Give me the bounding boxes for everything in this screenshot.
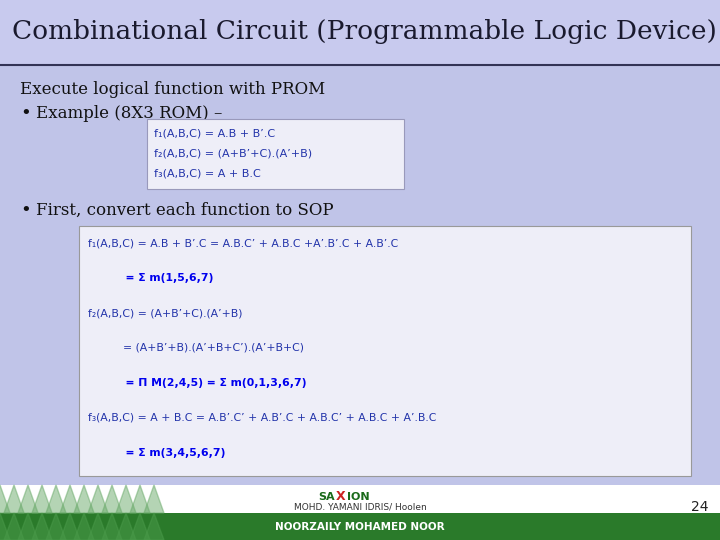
- Text: f₂(A,B,C) = (A+B’+C).(A’+B): f₂(A,B,C) = (A+B’+C).(A’+B): [154, 148, 312, 158]
- Polygon shape: [102, 485, 122, 513]
- Polygon shape: [130, 513, 150, 540]
- Text: •: •: [20, 104, 31, 122]
- Polygon shape: [32, 513, 52, 540]
- Text: f₃(A,B,C) = A + B.C = A.B’.C’ + A.B’.C + A.B.C’ + A.B.C + A’.B.C: f₃(A,B,C) = A + B.C = A.B’.C’ + A.B’.C +…: [88, 413, 436, 423]
- Text: f₃(A,B,C) = A + B.C: f₃(A,B,C) = A + B.C: [154, 168, 261, 178]
- Text: Example (8X3 ROM) –: Example (8X3 ROM) –: [36, 105, 222, 122]
- Polygon shape: [144, 513, 164, 540]
- Text: MOHD. YAMANI IDRIS/ Hoolen: MOHD. YAMANI IDRIS/ Hoolen: [294, 503, 426, 511]
- Text: = Π M(2,4,5) = Σ m(0,1,3,6,7): = Π M(2,4,5) = Σ m(0,1,3,6,7): [88, 378, 307, 388]
- Polygon shape: [144, 485, 164, 513]
- Polygon shape: [130, 485, 150, 513]
- Polygon shape: [74, 485, 94, 513]
- FancyBboxPatch shape: [79, 226, 691, 476]
- Polygon shape: [0, 485, 10, 513]
- Polygon shape: [60, 513, 80, 540]
- Polygon shape: [46, 513, 66, 540]
- FancyBboxPatch shape: [147, 119, 404, 189]
- Bar: [0, 513, 720, 540]
- Polygon shape: [18, 485, 38, 513]
- Text: SA: SA: [318, 492, 335, 502]
- Text: First, convert each function to SOP: First, convert each function to SOP: [36, 201, 333, 219]
- Bar: [0, 485, 720, 513]
- Text: f₁(A,B,C) = A.B + B’.C: f₁(A,B,C) = A.B + B’.C: [154, 128, 275, 138]
- Polygon shape: [74, 513, 94, 540]
- Text: = Σ m(3,4,5,6,7): = Σ m(3,4,5,6,7): [88, 448, 225, 458]
- Text: •: •: [20, 201, 31, 219]
- Polygon shape: [116, 513, 136, 540]
- Polygon shape: [102, 513, 122, 540]
- Polygon shape: [32, 485, 52, 513]
- Polygon shape: [60, 485, 80, 513]
- Text: NOORZAILY MOHAMED NOOR: NOORZAILY MOHAMED NOOR: [275, 522, 445, 532]
- Text: f₂(A,B,C) = (A+B’+C).(A’+B): f₂(A,B,C) = (A+B’+C).(A’+B): [88, 308, 243, 318]
- Polygon shape: [18, 513, 38, 540]
- Bar: [0, 0, 720, 65]
- Polygon shape: [116, 485, 136, 513]
- Text: Execute logical function with PROM: Execute logical function with PROM: [20, 82, 325, 98]
- Polygon shape: [4, 513, 24, 540]
- Polygon shape: [4, 485, 24, 513]
- Polygon shape: [46, 485, 66, 513]
- Text: Combinational Circuit (Programmable Logic Device): Combinational Circuit (Programmable Logi…: [12, 19, 717, 44]
- Polygon shape: [88, 513, 108, 540]
- Text: X: X: [336, 490, 346, 503]
- Polygon shape: [88, 485, 108, 513]
- Text: f₁(A,B,C) = A.B + B’.C = A.B.C’ + A.B.C +A’.B’.C + A.B’.C: f₁(A,B,C) = A.B + B’.C = A.B.C’ + A.B.C …: [88, 238, 398, 248]
- Text: ION: ION: [347, 492, 369, 502]
- Text: 24: 24: [691, 500, 708, 514]
- Polygon shape: [0, 513, 10, 540]
- Text: = Σ m(1,5,6,7): = Σ m(1,5,6,7): [88, 273, 213, 283]
- Text: = (A+B’+B).(A’+B+C’).(A’+B+C): = (A+B’+B).(A’+B+C’).(A’+B+C): [88, 343, 304, 353]
